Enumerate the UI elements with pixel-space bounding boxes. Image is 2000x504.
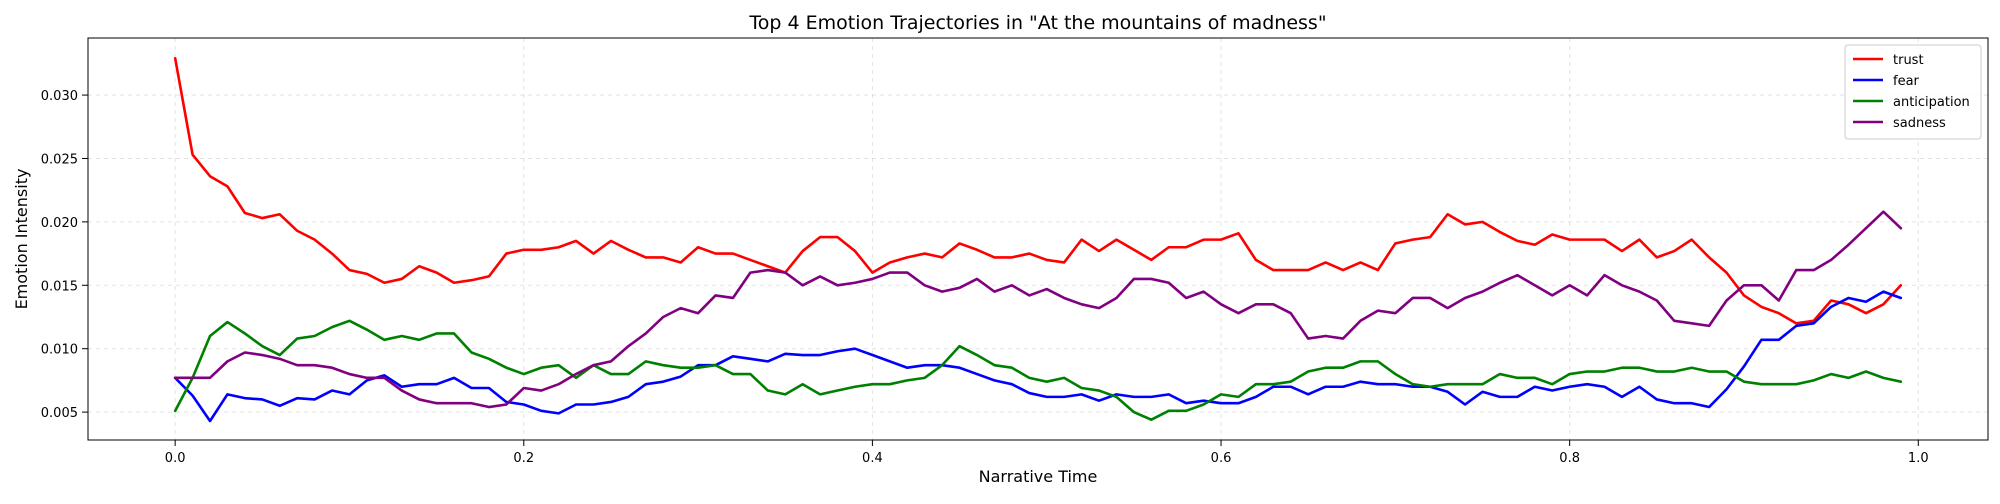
y-tick-label: 0.020 xyxy=(41,216,78,231)
x-axis-label: Narrative Time xyxy=(979,467,1098,486)
series-line-anticipation xyxy=(173,319,1903,422)
x-tick-label: 0.4 xyxy=(862,451,883,466)
legend-label-sadness: sadness xyxy=(1893,116,1946,131)
plot-frame xyxy=(87,37,1989,441)
y-tick-label: 0.015 xyxy=(41,279,78,294)
x-tick-label: 0.6 xyxy=(1211,451,1232,466)
legend: trust fear anticipation sadness xyxy=(1844,44,1982,140)
y-tick-label: 0.005 xyxy=(41,406,78,421)
x-tick-label: 0.2 xyxy=(513,451,534,466)
legend-box xyxy=(1844,44,1982,140)
x-tick-label: 0.8 xyxy=(1559,451,1580,466)
x-tick-label: 0.0 xyxy=(165,451,186,466)
legend-label-anticipation: anticipation xyxy=(1893,95,1970,110)
series-line-sadness xyxy=(173,210,1903,409)
y-axis-label: Emotion Intensity xyxy=(12,169,31,310)
chart-title: Top 4 Emotion Trajectories in "At the mo… xyxy=(748,12,1326,34)
series-lines xyxy=(173,56,1903,423)
y-tick-label: 0.030 xyxy=(41,89,78,104)
legend-label-fear: fear xyxy=(1893,74,1920,89)
series-line-trust xyxy=(173,56,1903,325)
x-tick-label: 1.0 xyxy=(1908,451,1929,466)
y-tick-label: 0.010 xyxy=(41,343,78,358)
y-tick-label: 0.025 xyxy=(41,152,78,167)
y-axis-ticks: 0.005 0.010 0.015 0.020 0.025 0.030 xyxy=(41,89,88,421)
x-axis-ticks: 0.0 0.2 0.4 0.6 0.8 1.0 xyxy=(165,440,1929,466)
series-line-fear xyxy=(173,290,1903,423)
legend-label-trust: trust xyxy=(1893,53,1924,68)
